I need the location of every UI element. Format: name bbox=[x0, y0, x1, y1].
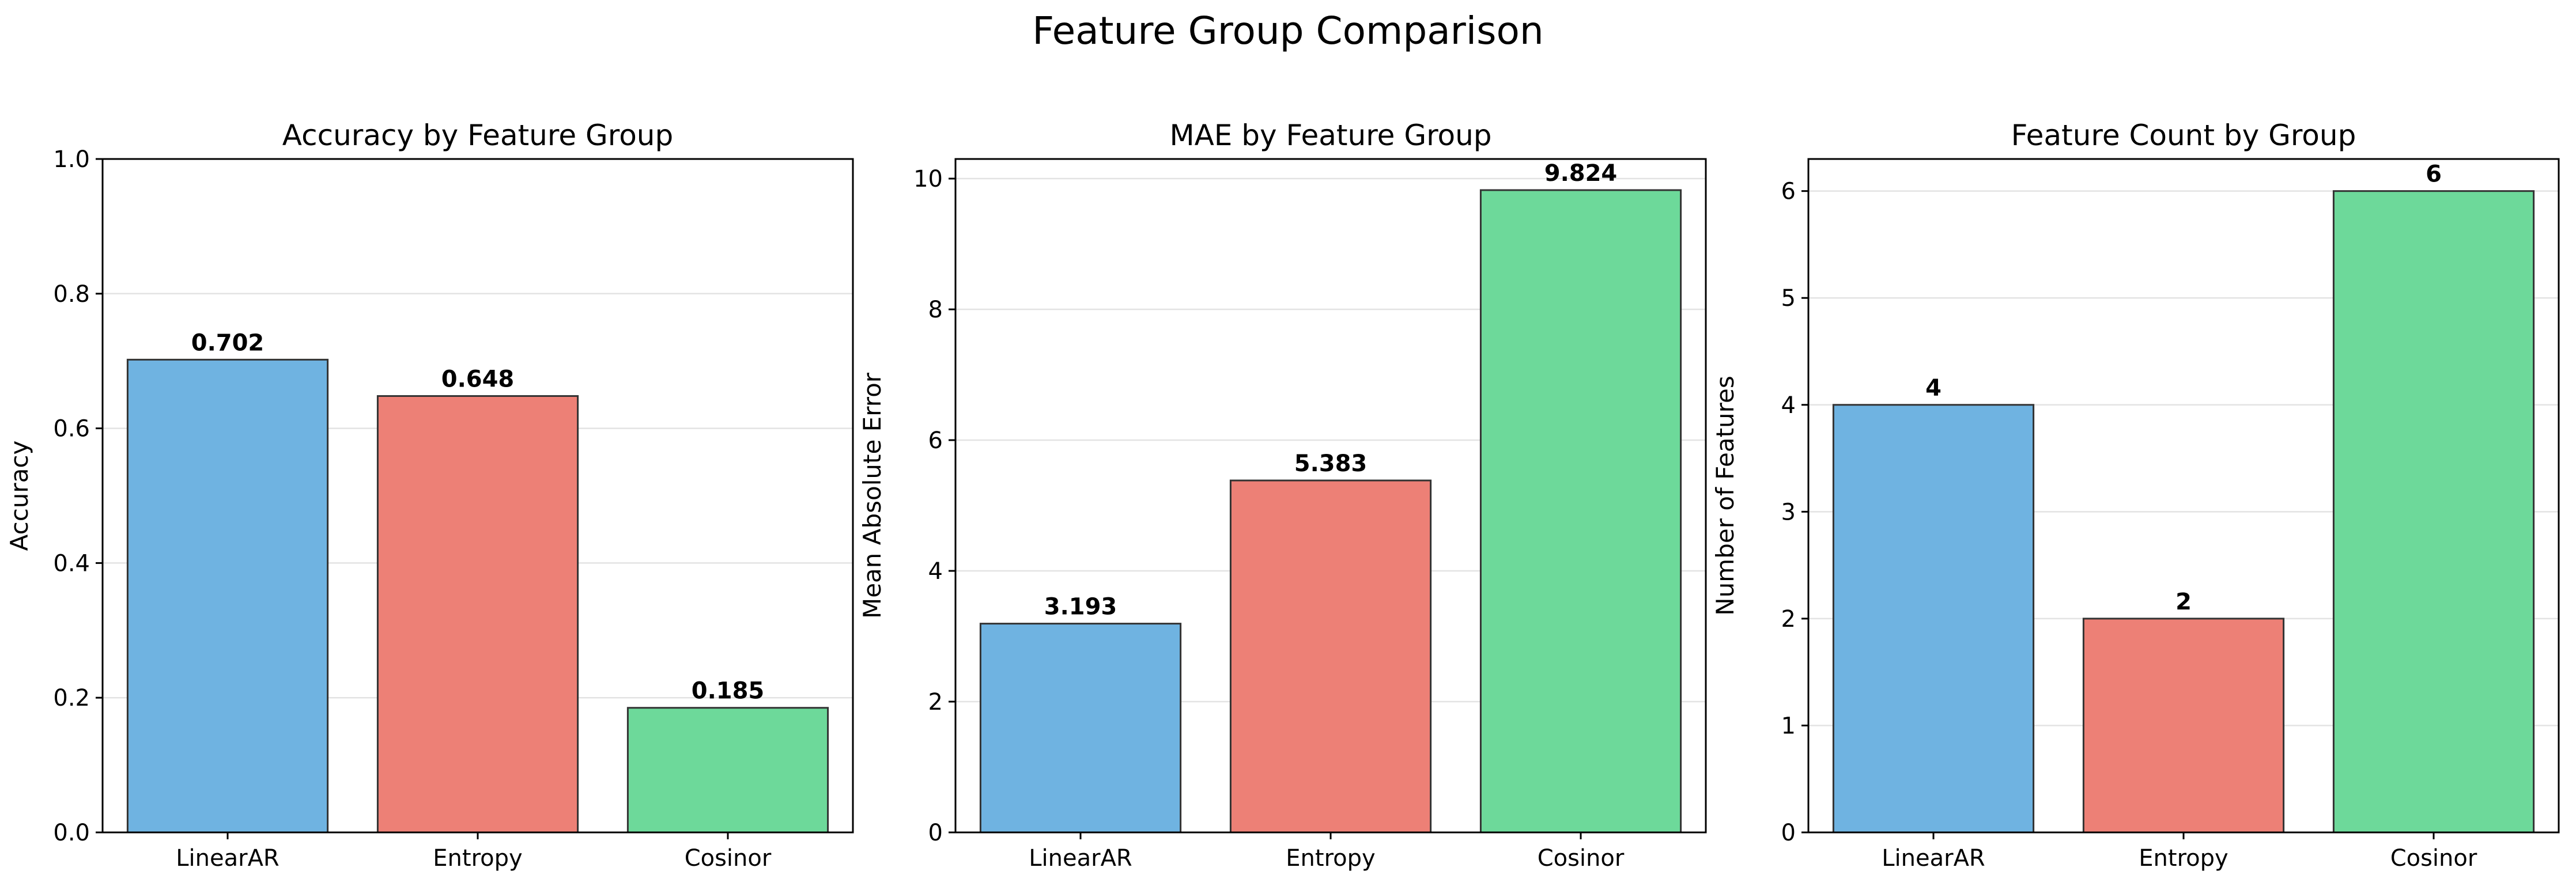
y-tick-label: 2 bbox=[928, 689, 943, 715]
bar-entropy bbox=[2082, 618, 2285, 834]
y-tick-label: 0.8 bbox=[53, 281, 90, 308]
bar-linearar bbox=[979, 623, 1182, 834]
y-axis-label: Mean Absolute Error bbox=[858, 372, 886, 619]
y-tick-label: 10 bbox=[913, 166, 943, 192]
data-label: 6 bbox=[2426, 161, 2442, 188]
data-label: 3.193 bbox=[1044, 594, 1117, 620]
axes-frame bbox=[1807, 158, 2560, 834]
y-tick-label: 6 bbox=[1781, 179, 1796, 205]
bar-entropy bbox=[376, 395, 579, 834]
data-label: 2 bbox=[2175, 589, 2192, 615]
y-tick-label: 8 bbox=[928, 297, 943, 323]
data-label: 0.702 bbox=[191, 330, 265, 356]
y-tick-label: 3 bbox=[1781, 499, 1796, 525]
axes-frame bbox=[954, 158, 1707, 834]
data-label: 9.824 bbox=[1544, 160, 1618, 187]
chart-panel-1: 0.702 LinearAR 0.648 Entropy 0.185 Cosinor 0.0… bbox=[5, 119, 854, 872]
y-tick-label: 0.2 bbox=[53, 685, 90, 711]
data-label: 0.185 bbox=[692, 678, 765, 705]
y-tick-label: 2 bbox=[1781, 606, 1796, 633]
data-label: 5.383 bbox=[1294, 450, 1368, 477]
y-tick-label: 0.6 bbox=[53, 416, 90, 442]
bar-cosinor bbox=[1479, 189, 1682, 834]
x-tick-label: LinearAR bbox=[1882, 845, 1985, 872]
x-tick-label: LinearAR bbox=[1029, 845, 1132, 872]
panel-title: Feature Count by Group bbox=[2011, 119, 2356, 152]
y-axis-label: Accuracy bbox=[5, 441, 33, 551]
x-tick-label: Cosinor bbox=[685, 845, 772, 872]
chart-panel-3: 4 LinearAR 2 Entropy 6 Cosinor 0 1 2 3 4 5 6 Feature … bbox=[1711, 119, 2560, 872]
y-tick-label: 0.0 bbox=[53, 820, 90, 846]
y-tick-label: 0 bbox=[1781, 820, 1796, 846]
panel-title: MAE by Feature Group bbox=[1169, 119, 1491, 152]
x-tick-label: Cosinor bbox=[2390, 845, 2477, 872]
y-tick-label: 1 bbox=[1781, 713, 1796, 739]
y-tick-label: 1.0 bbox=[53, 146, 90, 173]
x-tick-label: Entropy bbox=[433, 845, 522, 872]
x-tick-label: Entropy bbox=[1286, 845, 1375, 872]
chart-panels: 0.702LinearAR0.648Entropy0.185Cosinor0.0… bbox=[5, 119, 2560, 872]
y-axis-label: Number of Features bbox=[1711, 376, 1739, 616]
y-tick-label: 0.4 bbox=[53, 550, 90, 577]
axes-frame bbox=[101, 158, 854, 834]
data-label: 0.648 bbox=[441, 366, 515, 392]
figure-title: Feature Group Comparison bbox=[1032, 9, 1543, 53]
chart-panel-2: 3.193 LinearAR 5.383 Entropy 9.824 Cosinor 0 2 4… bbox=[858, 119, 1707, 872]
y-tick-label: 6 bbox=[928, 427, 943, 454]
bar-linearar bbox=[1832, 404, 2035, 834]
bar-cosinor bbox=[626, 707, 829, 834]
panel-title: Accuracy by Feature Group bbox=[282, 119, 673, 152]
data-label: 4 bbox=[1925, 375, 1942, 402]
bar-linearar bbox=[126, 358, 329, 834]
x-tick-label: LinearAR bbox=[176, 845, 279, 872]
x-tick-label: Cosinor bbox=[1538, 845, 1625, 872]
bar-entropy bbox=[1229, 479, 1432, 834]
bar-cosinor bbox=[2332, 190, 2535, 834]
x-tick-label: Entropy bbox=[2139, 845, 2228, 872]
y-tick-label: 5 bbox=[1781, 285, 1796, 312]
y-tick-label: 0 bbox=[928, 820, 943, 846]
y-tick-label: 4 bbox=[1781, 392, 1796, 419]
y-tick-label: 4 bbox=[928, 558, 943, 585]
